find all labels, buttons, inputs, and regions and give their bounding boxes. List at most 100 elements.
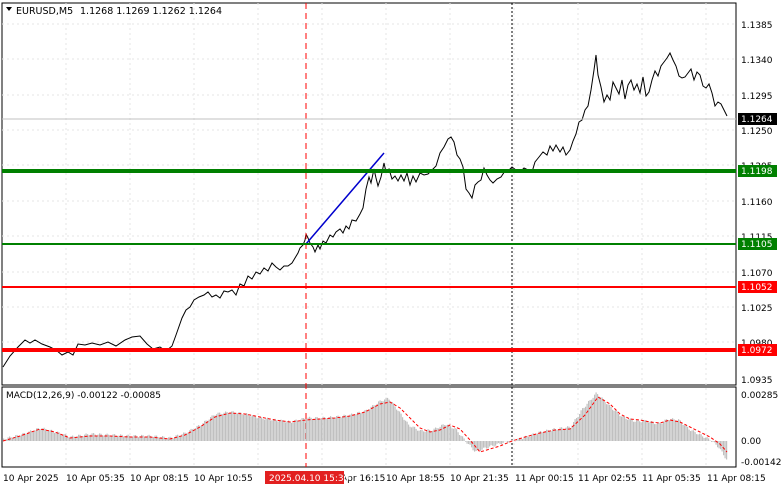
macd-bar xyxy=(213,415,215,441)
macd-bar xyxy=(375,405,377,441)
macd-bar xyxy=(688,429,690,441)
macd-bar xyxy=(270,420,272,441)
macd-bar xyxy=(279,420,281,441)
macd-bar xyxy=(307,417,309,441)
macd-bar xyxy=(273,419,275,441)
macd-bar xyxy=(342,416,344,441)
macd-bar xyxy=(406,421,408,441)
macd-bar xyxy=(60,434,62,441)
macd-bar xyxy=(70,436,72,441)
macd-bar xyxy=(261,417,263,441)
macd-bar xyxy=(714,441,716,443)
macd-bar xyxy=(363,411,365,441)
level-tag-1198 xyxy=(738,165,777,177)
macd-bar xyxy=(574,419,576,441)
macd-bar xyxy=(343,414,345,441)
macd-bar xyxy=(42,428,44,441)
macd-bar xyxy=(78,434,80,441)
macd-bar xyxy=(105,434,107,441)
macd-bar xyxy=(304,419,306,441)
macd-bar xyxy=(457,432,459,441)
macd-bar xyxy=(549,431,551,441)
macd-bar xyxy=(487,441,489,449)
macd-bar xyxy=(196,425,198,441)
macd-bar xyxy=(654,424,656,441)
macd-bar xyxy=(214,415,216,441)
macd-bar xyxy=(561,427,563,441)
macd-bar xyxy=(243,414,245,441)
macd-bar xyxy=(72,435,74,441)
macd-bar xyxy=(559,427,561,441)
macd-bar xyxy=(702,436,704,441)
macd-bar xyxy=(76,436,78,441)
macd-bar xyxy=(178,435,180,441)
macd-bar xyxy=(471,441,473,448)
trend-line xyxy=(305,152,385,245)
macd-bar xyxy=(295,419,297,441)
macd-bar xyxy=(568,426,570,441)
macd-bar xyxy=(346,416,348,441)
macd-bar xyxy=(108,434,110,441)
macd-bar xyxy=(387,397,389,441)
macd-bar xyxy=(420,429,422,441)
macd-bar xyxy=(163,436,165,441)
macd-bar xyxy=(18,436,20,441)
time-tick: 11 Apr 08:15 xyxy=(707,474,766,484)
price-tick: 1.1070 xyxy=(741,269,773,279)
macd-bar xyxy=(525,435,527,441)
macd-bar xyxy=(592,397,594,441)
macd-bar xyxy=(631,419,633,441)
symbol-dropdown-icon[interactable] xyxy=(6,7,12,11)
macd-bar xyxy=(135,434,137,441)
macd-bar xyxy=(244,413,246,441)
macd-bar xyxy=(585,406,587,441)
macd-bar xyxy=(535,434,537,441)
macd-bar xyxy=(40,429,42,441)
macd-bar xyxy=(348,416,350,441)
macd-bar xyxy=(703,437,705,441)
macd-bar xyxy=(700,434,702,441)
macd-bar xyxy=(237,413,239,441)
macd-bar xyxy=(693,430,695,441)
macd-bar xyxy=(546,429,548,441)
macd-bar xyxy=(45,428,47,441)
time-tick: 11 Apr 02:55 xyxy=(578,474,637,484)
macd-bar xyxy=(619,416,621,441)
macd-bar xyxy=(481,441,483,450)
macd-bar xyxy=(130,437,132,441)
symbol-quote: 1.1268 1.1269 1.1262 1.1264 xyxy=(80,6,222,17)
macd-bar xyxy=(451,428,453,441)
macd-bar xyxy=(444,425,446,441)
macd-bar xyxy=(292,422,294,441)
macd-bar xyxy=(54,432,56,441)
macd-bar xyxy=(339,416,341,441)
macd-bar xyxy=(670,418,672,441)
macd-bar xyxy=(253,415,255,441)
macd-bar xyxy=(303,418,305,441)
macd-bar xyxy=(697,434,699,441)
macd-bar xyxy=(628,418,630,441)
time-tick: 10 Apr 10:55 xyxy=(194,474,253,484)
macd-bar xyxy=(64,433,66,441)
macd-bar xyxy=(189,430,191,441)
macd-bar xyxy=(604,402,606,441)
macd-bar xyxy=(81,436,83,441)
symbol-name[interactable]: EURUSD,M5 xyxy=(16,6,73,17)
macd-bar xyxy=(321,418,323,441)
macd-bar xyxy=(484,441,486,448)
macd-bar xyxy=(63,434,65,441)
macd-bar xyxy=(400,413,402,441)
macd-bar xyxy=(430,431,432,441)
macd-bar xyxy=(382,401,384,441)
price-line xyxy=(2,51,728,368)
macd-bar xyxy=(319,419,321,441)
macd-bar xyxy=(286,421,288,441)
macd-bar xyxy=(258,417,260,441)
macd-bar xyxy=(661,423,663,441)
macd-bar xyxy=(183,432,185,441)
macd-bar xyxy=(405,420,407,441)
macd-bar xyxy=(399,411,401,441)
macd-bar xyxy=(415,428,417,441)
macd-bar xyxy=(73,436,75,441)
